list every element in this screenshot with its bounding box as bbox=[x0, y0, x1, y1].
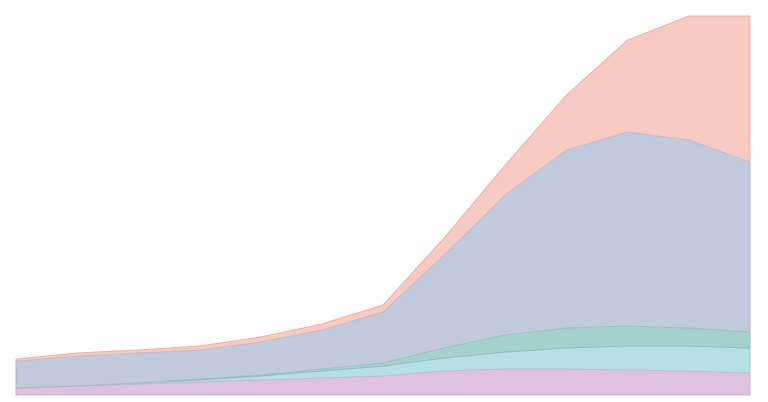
area bbox=[15, 15, 751, 362]
